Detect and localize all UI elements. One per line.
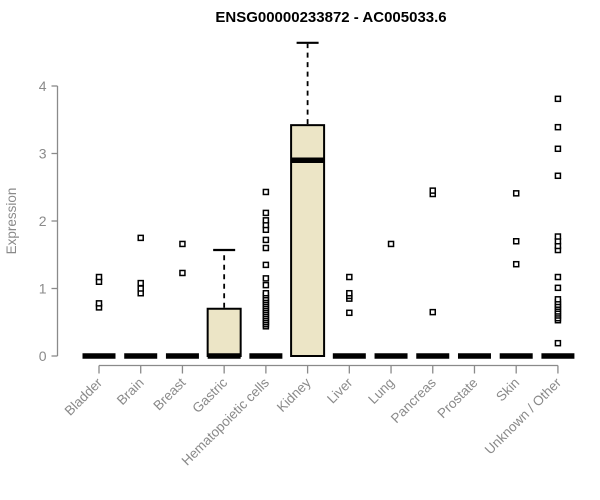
outlier-point	[262, 281, 270, 289]
outlier-point	[554, 339, 562, 347]
plot-area	[82, 41, 575, 359]
x-tick-label-brain: Brain	[114, 375, 147, 408]
box-group-gastric	[206, 248, 242, 359]
box-group-kidney	[290, 41, 326, 358]
outlier-point	[262, 244, 270, 252]
outlier-point	[262, 289, 270, 297]
box-group-breast	[165, 240, 199, 359]
chart-title: ENSG00000233872 - AC005033.6	[215, 9, 446, 26]
iqr-box	[290, 124, 326, 358]
x-tick-label-kidney: Kidney	[274, 375, 314, 415]
outlier-point	[137, 279, 144, 287]
outlier-point	[554, 284, 562, 292]
outlier-point	[262, 188, 270, 196]
outlier-point	[262, 236, 270, 244]
outlier-point	[512, 190, 520, 197]
outlier-point	[262, 217, 270, 224]
outlier-point	[346, 309, 353, 317]
y-tick-label: 2	[39, 213, 47, 229]
outlier-point	[262, 275, 270, 282]
outlier-point	[554, 233, 562, 240]
x-tick-label-liver: Liver	[324, 375, 356, 407]
outlier-point	[95, 300, 103, 307]
outlier-point	[346, 273, 353, 281]
box-group-hematopoietic-cells	[249, 188, 283, 359]
outlier-point	[137, 285, 144, 292]
outlier-point	[429, 308, 437, 316]
x-tick-label-prostate: Prostate	[434, 375, 480, 421]
x-tick-label-gastric: Gastric	[189, 375, 230, 416]
box-group-skin	[499, 190, 533, 359]
box-group-liver	[332, 273, 366, 359]
box-group-brain	[124, 234, 158, 359]
outlier-point	[387, 240, 395, 248]
y-tick-label: 3	[39, 146, 47, 162]
outlier-point	[554, 95, 562, 103]
x-tick-label-bladder: Bladder	[62, 375, 106, 419]
outlier-point	[512, 238, 520, 245]
outlier-point	[95, 273, 103, 281]
outlier-point	[179, 269, 186, 277]
x-tick-label-skin: Skin	[493, 375, 522, 404]
outlier-point	[554, 296, 562, 303]
x-tick-label-pancreas: Pancreas	[388, 375, 439, 426]
y-axis: 0 1 2 3 4	[39, 78, 59, 364]
outlier-point	[346, 289, 353, 297]
box-group-bladder	[82, 273, 116, 359]
outlier-point	[554, 172, 562, 180]
outlier-point	[262, 261, 270, 269]
x-tick-label-lung: Lung	[365, 375, 397, 407]
outlier-point	[554, 145, 562, 153]
y-tick-label: 0	[39, 348, 47, 364]
box-group-pancreas	[416, 187, 450, 359]
box-group-unknown-other	[541, 95, 575, 359]
outlier-point	[554, 123, 562, 131]
outlier-point	[179, 240, 186, 248]
box-group-lung	[374, 240, 408, 359]
outlier-point	[554, 273, 562, 281]
outlier-point	[512, 260, 520, 268]
x-tick-label-unknown-other: Unknown / Other	[482, 375, 565, 458]
outlier-point	[262, 209, 270, 217]
outlier-point	[137, 234, 144, 242]
y-axis-label: Expression	[4, 188, 19, 255]
iqr-box	[206, 307, 242, 357]
y-tick-label: 1	[39, 281, 47, 297]
x-tick-label-breast: Breast	[150, 375, 188, 413]
y-tick-label: 4	[39, 78, 47, 94]
outlier-point	[429, 187, 437, 194]
